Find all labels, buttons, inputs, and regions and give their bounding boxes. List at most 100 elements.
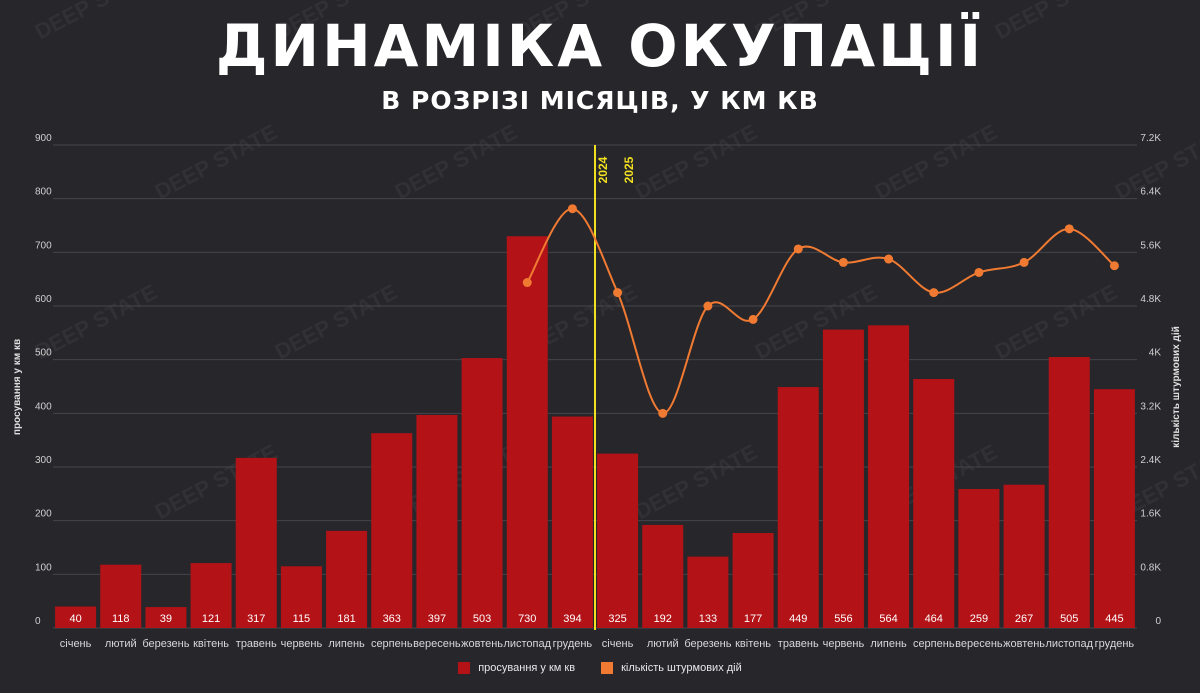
line-point-13 — [658, 408, 668, 418]
bar-value-label-16: 449 — [789, 613, 807, 625]
bar-10 — [506, 236, 548, 628]
y-tick-label-0: 0 — [35, 616, 41, 627]
x-tick-label-20: вересень — [955, 638, 1003, 650]
bar-value-label-11: 394 — [563, 613, 581, 625]
y2-tick-label-9: 7.2K — [1140, 133, 1161, 144]
legend: просування у км кв кількість штурмових д… — [0, 662, 1200, 674]
watermark-text-1: DEEP STATE — [271, 0, 401, 44]
chart-title: ДИНАМІКА ОКУПАЦІЇ — [215, 12, 985, 80]
year-label-2025: 2025 — [622, 156, 636, 183]
bar-value-label-14: 133 — [699, 613, 717, 625]
bar-value-label-6: 181 — [337, 613, 355, 625]
bar-value-label-7: 363 — [383, 613, 401, 625]
chart-subtitle: В РОЗРІЗІ МІСЯЦІВ, У КМ КВ — [381, 86, 819, 115]
bar-20 — [958, 489, 1000, 628]
y-tick-label-8: 800 — [35, 187, 52, 198]
bar-12 — [597, 453, 639, 628]
y-tick-label-6: 600 — [35, 294, 52, 305]
x-tick-label-23: грудень — [1095, 638, 1135, 650]
line-point-23 — [1109, 261, 1119, 271]
x-tick-label-6: липень — [328, 638, 365, 650]
bar-1 — [100, 564, 142, 628]
x-tick-label-4: травень — [236, 638, 277, 650]
y-tick-label-1: 100 — [35, 562, 52, 573]
legend-swatch-bars — [458, 662, 471, 674]
watermark-text-7: DEEP STATE — [631, 119, 761, 204]
bar-9 — [461, 358, 503, 628]
watermark-text-5: DEEP STATE — [151, 119, 281, 204]
y2-tick-label-0: 0 — [1155, 616, 1161, 627]
bar-value-label-5: 115 — [293, 613, 311, 625]
bar-value-label-13: 192 — [654, 613, 672, 625]
x-tick-label-10: листопад — [503, 638, 551, 650]
y2-tick-label-5: 4K — [1149, 348, 1162, 359]
bar-value-label-17: 556 — [834, 613, 852, 625]
bar-value-label-20: 259 — [970, 613, 988, 625]
bar-value-label-15: 177 — [744, 613, 762, 625]
bar-8 — [416, 414, 458, 628]
y-tick-label-3: 300 — [35, 455, 52, 466]
x-tick-label-11: грудень — [553, 638, 593, 650]
x-tick-label-16: травень — [778, 638, 819, 650]
y2-tick-label-7: 5.6K — [1140, 240, 1161, 251]
line-point-15 — [748, 314, 758, 324]
bar-value-label-3: 121 — [202, 613, 220, 625]
x-tick-label-0: січень — [60, 638, 92, 650]
bar-value-label-9: 503 — [473, 613, 491, 625]
x-tick-label-13: лютий — [647, 638, 679, 650]
bar-value-label-21: 267 — [1015, 613, 1033, 625]
x-tick-label-2: березень — [142, 638, 189, 650]
bar-5 — [280, 566, 322, 628]
bar-16 — [777, 387, 819, 628]
x-tick-label-9: жовтень — [461, 638, 503, 650]
x-tick-label-3: квітень — [193, 638, 229, 650]
bar-22 — [1048, 356, 1090, 628]
bar-6 — [326, 530, 368, 628]
bar-4 — [235, 457, 277, 628]
watermark-text-6: DEEP STATE — [391, 119, 521, 204]
bar-value-label-22: 505 — [1060, 613, 1078, 625]
y2-tick-label-4: 3.2K — [1140, 401, 1161, 412]
bar-value-label-2: 39 — [160, 613, 172, 625]
line-point-12 — [613, 288, 623, 298]
y2-tick-label-2: 1.6K — [1140, 509, 1161, 520]
legend-swatch-line — [601, 662, 614, 674]
bar-value-label-23: 445 — [1105, 613, 1123, 625]
x-tick-label-15: квітень — [735, 638, 771, 650]
line-point-20 — [974, 267, 984, 277]
y-tick-label-9: 900 — [35, 133, 52, 144]
bar-3 — [190, 563, 232, 628]
x-tick-label-19: серпень — [913, 638, 955, 650]
line-point-17 — [838, 257, 848, 267]
line-point-16 — [793, 244, 803, 254]
bar-0 — [55, 606, 97, 628]
legend-item-line: кількість штурмових дій — [601, 662, 742, 674]
x-tick-label-5: червень — [281, 638, 323, 650]
x-tick-label-1: лютий — [105, 638, 137, 650]
legend-label-bars: просування у км кв — [478, 662, 576, 674]
x-tick-label-18: липень — [870, 638, 907, 650]
line-point-18 — [884, 254, 894, 264]
bar-11 — [551, 416, 593, 628]
y-axis-label: просування у км кв — [12, 339, 23, 435]
watermark-text-3: DEEP STATE — [751, 0, 881, 44]
line-point-10 — [522, 278, 532, 288]
bar-14 — [687, 556, 729, 628]
legend-label-line: кількість штурмових дій — [621, 662, 742, 674]
bar-21 — [1003, 484, 1045, 628]
bar-23 — [1093, 389, 1135, 628]
bar-value-label-4: 317 — [247, 613, 265, 625]
bar-value-label-19: 464 — [925, 613, 943, 625]
bar-value-label-18: 564 — [879, 613, 897, 625]
y-tick-label-7: 700 — [35, 240, 52, 251]
bar-value-label-12: 325 — [608, 613, 626, 625]
y2-axis-label: кількість штурмових дій — [1171, 326, 1182, 448]
bar-value-label-10: 730 — [518, 613, 536, 625]
x-tick-label-8: вересень — [413, 638, 461, 650]
y-tick-label-2: 200 — [35, 509, 52, 520]
line-point-22 — [1064, 224, 1074, 234]
y2-tick-label-1: 0.8K — [1140, 562, 1161, 573]
bar-value-label-1: 118 — [112, 613, 130, 625]
line-point-21 — [1019, 257, 1029, 267]
